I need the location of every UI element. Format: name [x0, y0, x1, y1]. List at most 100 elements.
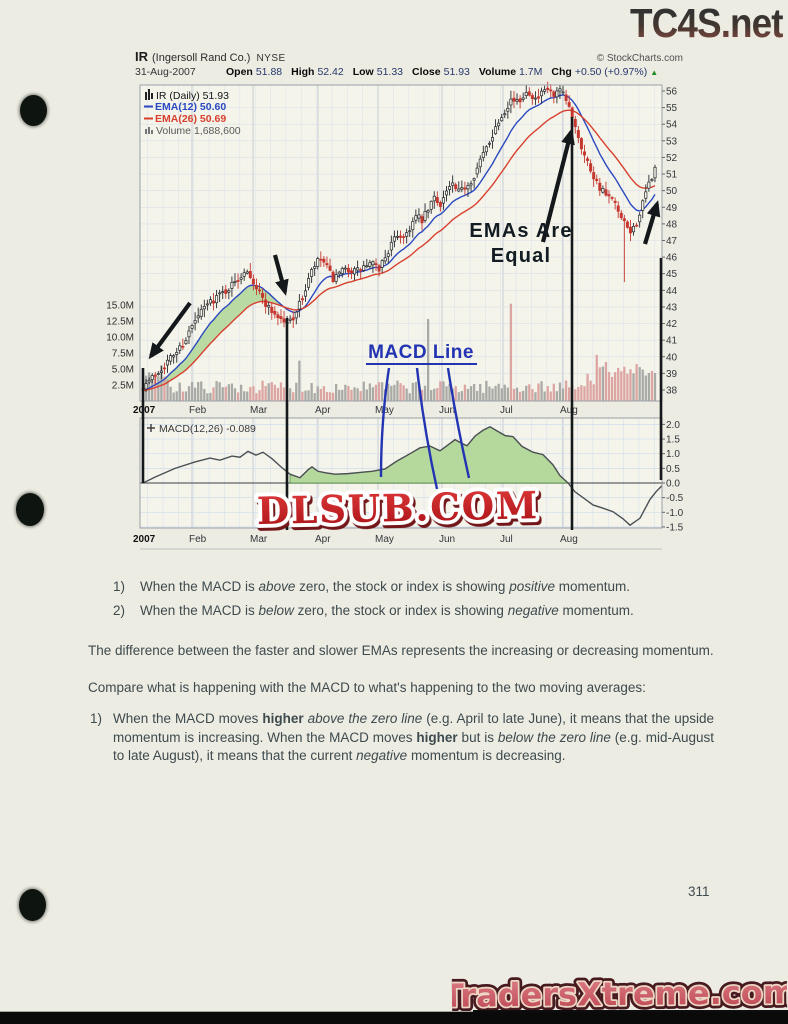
chart-element [644, 375, 647, 401]
watermark-tradersxtreme-text: TradersXtreme.com [452, 973, 788, 1015]
chart-element [638, 214, 642, 223]
axis-labels: 56 55 54 53 52 51 50 49 48 47 46 45 44 43 42 41 40 39 38 15… [106, 87, 683, 545]
chart-element: EMAs Are [469, 220, 572, 242]
chart-element [374, 263, 378, 266]
chart-element [641, 369, 644, 401]
chart-element [528, 384, 531, 401]
chart-element [632, 226, 636, 233]
chart-element [160, 365, 163, 401]
chart-element [446, 367, 471, 479]
chart-element [199, 309, 203, 317]
chart-element [368, 262, 372, 267]
chart-element [485, 380, 488, 401]
chart-element: -1.0 [666, 508, 684, 519]
binder-hole-middle [16, 493, 44, 526]
chart-element [151, 379, 154, 401]
chart-element: 56 [666, 87, 678, 98]
chart-element [145, 92, 147, 100]
chart-element [598, 182, 602, 191]
quote-value: 51.93 [443, 66, 470, 78]
chart-element [586, 373, 589, 401]
chart-element [622, 218, 626, 222]
chart-element [457, 392, 460, 401]
scan-bottom-edge [0, 1012, 788, 1024]
chart-element [463, 187, 467, 190]
chart-element [525, 385, 528, 401]
chart-element [163, 376, 166, 401]
chart-element [399, 383, 402, 401]
chart-element [433, 388, 436, 401]
chart-element [365, 265, 369, 268]
chart-element [197, 382, 200, 401]
chart-element [497, 383, 500, 401]
chart-element [187, 386, 191, 401]
chart-element [420, 216, 424, 224]
chart-element [147, 380, 151, 383]
chart-element [454, 184, 458, 190]
chart-element [650, 370, 654, 401]
chart-element [377, 265, 381, 272]
chart-element [258, 390, 261, 401]
chart-element [589, 380, 592, 401]
chart-element [613, 372, 617, 401]
chart-element [243, 391, 246, 401]
chart-element [151, 93, 153, 99]
chart-element [610, 197, 614, 199]
chart-element [601, 188, 605, 193]
chart-element [626, 373, 629, 401]
chart-element [466, 388, 470, 401]
chart-element [362, 265, 366, 271]
chart-element [340, 267, 344, 274]
numbered-list: 1) When the MACD moves higher above the … [90, 710, 714, 766]
chart-element: 42 [666, 319, 678, 330]
chart-element [399, 235, 403, 238]
chart-element: 0.5 [666, 464, 680, 475]
chart-element [393, 384, 396, 401]
chart-element [350, 389, 353, 401]
chart-element [472, 178, 476, 181]
quote-value: 1.7M [519, 66, 543, 78]
text-run: momentum. [554, 579, 631, 594]
chart-element: 7.5M [112, 349, 134, 360]
chart-element [255, 393, 258, 401]
chart-element [380, 382, 384, 401]
chart-element [607, 194, 611, 197]
chart-element [224, 386, 227, 401]
chart-element [365, 389, 368, 401]
chart-element [395, 235, 399, 238]
chart-element [356, 267, 360, 271]
chart-element [628, 226, 632, 234]
chart-element [379, 367, 391, 478]
chart-element [423, 385, 427, 401]
chart-element [148, 301, 192, 360]
text-run: above [258, 579, 296, 594]
chart-element [359, 269, 363, 271]
chart-element [254, 285, 258, 290]
chart-element [209, 392, 212, 401]
chart-element: May [375, 534, 394, 545]
ticker-symbol: IR [135, 49, 148, 64]
chart-element [246, 391, 249, 401]
chart-element [295, 382, 298, 401]
chart-element [604, 361, 608, 401]
chart-element: Mar [250, 405, 268, 416]
chart-element [272, 254, 289, 296]
chart-element [487, 142, 491, 145]
chart-element [616, 205, 620, 212]
chart-element [258, 289, 262, 292]
chart-element [641, 200, 645, 211]
chart-element [178, 382, 181, 401]
chart-element: 2.5M [112, 381, 134, 392]
chart-element [175, 352, 179, 355]
chart-element [276, 387, 280, 401]
chart-element [620, 371, 623, 401]
chart-element [208, 299, 212, 304]
chart-element [439, 381, 442, 401]
source-credit: © StockCharts.com [596, 53, 683, 64]
chart-element [598, 367, 601, 401]
chart-element [371, 387, 375, 401]
text-run: higher [416, 729, 458, 745]
chart-element [273, 310, 277, 315]
chart-element [414, 215, 418, 221]
